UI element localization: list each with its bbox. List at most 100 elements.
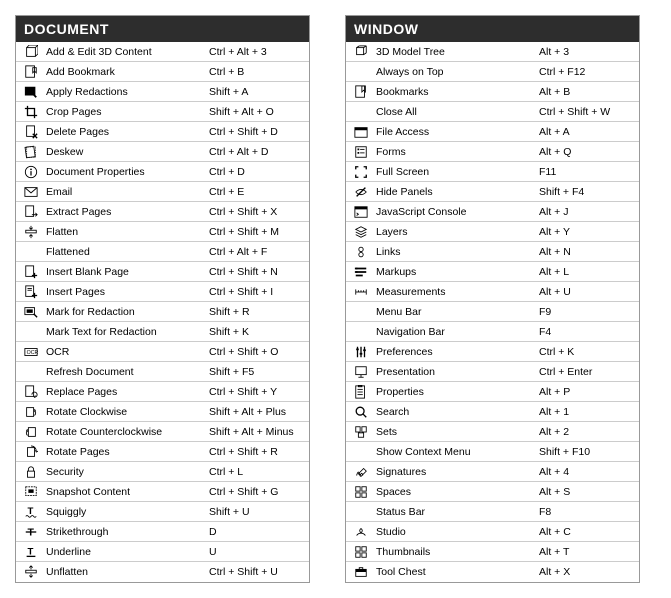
shortcut-row: Show Context MenuShift + F10 bbox=[346, 442, 639, 462]
shortcut-label: Hide Panels bbox=[372, 186, 535, 198]
shortcut-keys: Ctrl + Shift + D bbox=[205, 126, 305, 138]
shortcut-keys: Shift + U bbox=[205, 506, 305, 518]
shortcut-row: SetsAlt + 2 bbox=[346, 422, 639, 442]
shortcut-row: EmailCtrl + E bbox=[16, 182, 309, 202]
shortcut-label: Refresh Document bbox=[42, 366, 205, 378]
shortcut-row: Close AllCtrl + Shift + W bbox=[346, 102, 639, 122]
links-icon bbox=[350, 245, 372, 259]
shortcut-row: TUnderlineU bbox=[16, 542, 309, 562]
shortcut-row: TSquigglyShift + U bbox=[16, 502, 309, 522]
shortcut-keys: Shift + A bbox=[205, 86, 305, 98]
shortcut-keys: Shift + Alt + Minus bbox=[205, 426, 305, 438]
shortcut-label: Snapshot Content bbox=[42, 486, 205, 498]
shortcut-keys: Alt + T bbox=[535, 546, 635, 558]
shortcut-label: Navigation Bar bbox=[372, 326, 535, 338]
redaction-apply-icon bbox=[20, 85, 42, 99]
shortcut-row: Extract PagesCtrl + Shift + X bbox=[16, 202, 309, 222]
shortcut-row: BookmarksAlt + B bbox=[346, 82, 639, 102]
shortcut-label: Mark Text for Redaction bbox=[42, 326, 205, 338]
insert-page-icon bbox=[20, 285, 42, 299]
svg-text:OCR: OCR bbox=[27, 349, 38, 355]
shortcut-row: File AccessAlt + A bbox=[346, 122, 639, 142]
shortcut-label: Menu Bar bbox=[372, 306, 535, 318]
shortcut-label: Underline bbox=[42, 546, 205, 558]
shortcut-label: Apply Redactions bbox=[42, 86, 205, 98]
shortcut-label: Measurements bbox=[372, 286, 535, 298]
shortcut-keys: Ctrl + L bbox=[205, 466, 305, 478]
shortcut-label: Deskew bbox=[42, 146, 205, 158]
shortcut-row: Insert Blank PageCtrl + Shift + N bbox=[16, 262, 309, 282]
shortcut-label: Flatten bbox=[42, 226, 205, 238]
search-icon bbox=[350, 405, 372, 419]
shortcut-keys: Alt + L bbox=[535, 266, 635, 278]
shortcut-keys: Ctrl + Alt + 3 bbox=[205, 46, 305, 58]
shortcut-keys: Ctrl + Shift + Y bbox=[205, 386, 305, 398]
bookmarks-icon bbox=[350, 85, 372, 99]
shortcut-keys: Ctrl + Shift + I bbox=[205, 286, 305, 298]
shortcuts-container: DOCUMENT Add & Edit 3D ContentCtrl + Alt… bbox=[15, 15, 656, 583]
shortcut-row: SecurityCtrl + L bbox=[16, 462, 309, 482]
shortcut-label: Mark for Redaction bbox=[42, 306, 205, 318]
shortcut-row: OCROCRCtrl + Shift + O bbox=[16, 342, 309, 362]
file-access-icon bbox=[350, 125, 372, 139]
info-icon bbox=[20, 165, 42, 179]
shortcut-label: Thumbnails bbox=[372, 546, 535, 558]
shortcut-keys: Shift + F5 bbox=[205, 366, 305, 378]
shortcut-keys: Ctrl + Shift + N bbox=[205, 266, 305, 278]
ocr-icon: OCR bbox=[20, 345, 42, 359]
shortcut-label: Replace Pages bbox=[42, 386, 205, 398]
shortcut-row: Snapshot ContentCtrl + Shift + G bbox=[16, 482, 309, 502]
shortcut-row: Rotate CounterclockwiseShift + Alt + Min… bbox=[16, 422, 309, 442]
snapshot-icon bbox=[20, 485, 42, 499]
shortcut-label: Bookmarks bbox=[372, 86, 535, 98]
shortcut-row: Hide PanelsShift + F4 bbox=[346, 182, 639, 202]
shortcut-keys: F4 bbox=[535, 326, 635, 338]
shortcut-row: Full ScreenF11 bbox=[346, 162, 639, 182]
shortcut-label: Links bbox=[372, 246, 535, 258]
underline-icon: T bbox=[20, 545, 42, 559]
shortcut-keys: Ctrl + E bbox=[205, 186, 305, 198]
shortcut-keys: Ctrl + Shift + W bbox=[535, 106, 635, 118]
shortcut-label: Crop Pages bbox=[42, 106, 205, 118]
shortcut-row: LinksAlt + N bbox=[346, 242, 639, 262]
sets-icon bbox=[350, 425, 372, 439]
delete-page-icon bbox=[20, 125, 42, 139]
shortcut-row: FormsAlt + Q bbox=[346, 142, 639, 162]
shortcut-row: Document PropertiesCtrl + D bbox=[16, 162, 309, 182]
shortcut-keys: Ctrl + Shift + O bbox=[205, 346, 305, 358]
shortcut-row: SignaturesAlt + 4 bbox=[346, 462, 639, 482]
squiggly-icon: T bbox=[20, 505, 42, 519]
insert-blank-icon bbox=[20, 265, 42, 279]
markups-icon bbox=[350, 265, 372, 279]
document-panel: DOCUMENT Add & Edit 3D ContentCtrl + Alt… bbox=[15, 15, 310, 583]
window-header: WINDOW bbox=[346, 16, 639, 42]
shortcut-row: Add BookmarkCtrl + B bbox=[16, 62, 309, 82]
shortcut-label: Rotate Pages bbox=[42, 446, 205, 458]
shortcut-label: Full Screen bbox=[372, 166, 535, 178]
window-panel: WINDOW 3D Model TreeAlt + 3Always on Top… bbox=[345, 15, 640, 583]
shortcut-keys: D bbox=[205, 526, 305, 538]
shortcut-label: Spaces bbox=[372, 486, 535, 498]
shortcut-keys: Ctrl + Shift + R bbox=[205, 446, 305, 458]
shortcut-label: Email bbox=[42, 186, 205, 198]
shortcut-label: Add & Edit 3D Content bbox=[42, 46, 205, 58]
shortcut-row: Tool ChestAlt + X bbox=[346, 562, 639, 582]
shortcut-label: Layers bbox=[372, 226, 535, 238]
shortcut-keys: Alt + S bbox=[535, 486, 635, 498]
document-rows: Add & Edit 3D ContentCtrl + Alt + 3 Add B… bbox=[16, 42, 309, 582]
shortcut-label: Document Properties bbox=[42, 166, 205, 178]
shortcut-row: DeskewCtrl + Alt + D bbox=[16, 142, 309, 162]
shortcut-keys: Shift + Alt + O bbox=[205, 106, 305, 118]
shortcut-keys: Ctrl + B bbox=[205, 66, 305, 78]
shortcut-keys: F11 bbox=[535, 166, 635, 178]
shortcut-keys: Alt + Q bbox=[535, 146, 635, 158]
forms-icon bbox=[350, 145, 372, 159]
shortcut-keys: Alt + N bbox=[535, 246, 635, 258]
shortcut-label: Unflatten bbox=[42, 566, 205, 578]
deskew-icon bbox=[20, 145, 42, 159]
shortcut-label: Rotate Clockwise bbox=[42, 406, 205, 418]
shortcut-label: 3D Model Tree bbox=[372, 46, 535, 58]
shortcut-row: PropertiesAlt + P bbox=[346, 382, 639, 402]
presentation-icon bbox=[350, 365, 372, 379]
shortcut-keys: Ctrl + D bbox=[205, 166, 305, 178]
